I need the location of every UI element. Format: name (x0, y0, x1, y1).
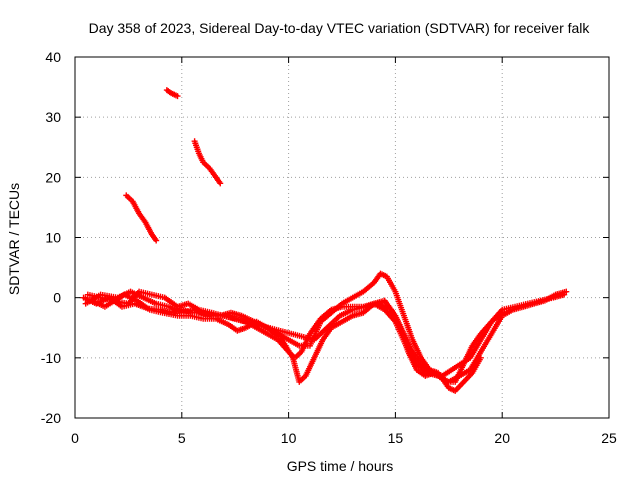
y-axis-label: SDTVAR / TECUs (6, 183, 22, 295)
data-point (561, 291, 568, 298)
chart-title: Day 358 of 2023, Sidereal Day-to-day VTE… (89, 20, 591, 36)
x-tick-label: 15 (388, 430, 404, 446)
x-tick-label: 5 (178, 430, 186, 446)
data-point (217, 180, 224, 187)
data-point (153, 237, 160, 244)
y-tick-label: 10 (45, 230, 61, 246)
y-tick-label: -10 (41, 350, 61, 366)
x-tick-label: 25 (601, 430, 617, 446)
y-tick-label: 40 (45, 49, 61, 65)
data-point (477, 354, 484, 361)
y-tick-label: 30 (45, 109, 61, 125)
x-tick-label: 10 (281, 430, 297, 446)
x-tick-label: 20 (494, 430, 510, 446)
y-tick-label: 0 (53, 290, 61, 306)
x-tick-labels: 0 5 10 15 20 25 (71, 430, 617, 446)
y-tick-labels: -20 -10 0 10 20 30 40 (41, 49, 61, 426)
axis-ticks (74, 56, 610, 419)
grid (75, 57, 609, 418)
data-point (563, 288, 570, 295)
x-axis-label: GPS time / hours (287, 458, 394, 474)
data-points (80, 87, 570, 394)
x-tick-label: 0 (71, 430, 79, 446)
y-tick-label: 20 (45, 169, 61, 185)
y-tick-label: -20 (41, 410, 61, 426)
data-point (174, 93, 181, 100)
